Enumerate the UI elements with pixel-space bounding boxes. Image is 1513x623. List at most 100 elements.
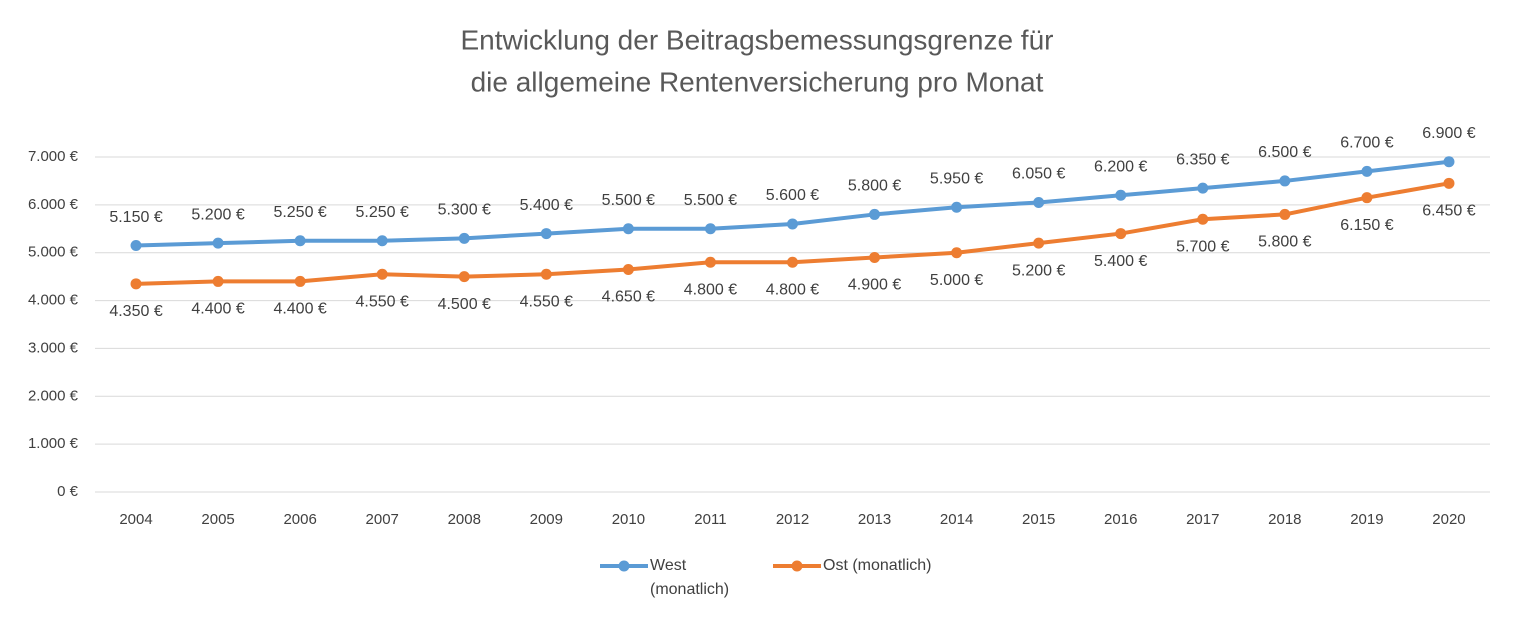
data-point <box>212 275 224 287</box>
x-tick-label: 2012 <box>776 511 809 528</box>
data-label: 6.500 € <box>1258 144 1311 161</box>
data-point <box>704 256 716 268</box>
data-point <box>1279 208 1291 220</box>
x-tick-label: 2008 <box>448 511 481 528</box>
legend-marker <box>791 560 803 572</box>
data-label: 5.500 € <box>684 192 737 209</box>
data-label: 6.700 € <box>1340 135 1393 152</box>
data-label: 5.000 € <box>930 272 983 289</box>
x-tick-label: 2005 <box>201 511 234 528</box>
x-tick-label: 2006 <box>283 511 316 528</box>
y-tick-label: 5.000 € <box>28 244 79 261</box>
data-point <box>622 263 634 275</box>
data-point <box>704 223 716 235</box>
data-point <box>1443 156 1455 168</box>
data-point <box>1443 177 1455 189</box>
x-tick-label: 2017 <box>1186 511 1219 528</box>
data-label: 6.350 € <box>1176 151 1229 168</box>
data-point <box>787 218 798 230</box>
data-label: 5.250 € <box>273 204 326 221</box>
data-point <box>130 240 142 252</box>
data-label: 6.050 € <box>1012 166 1065 183</box>
data-label: 4.500 € <box>438 296 491 313</box>
x-tick-label: 2016 <box>1104 511 1137 528</box>
data-label: 5.200 € <box>1012 262 1065 279</box>
data-label: 5.500 € <box>602 192 655 209</box>
data-point <box>294 275 306 287</box>
data-label: 5.950 € <box>930 170 983 187</box>
data-label: 6.450 € <box>1422 203 1475 220</box>
y-tick-label: 1.000 € <box>28 435 79 452</box>
x-tick-label: 2018 <box>1268 511 1301 528</box>
chart-title: Entwicklung der Beitragsbemessungsgrenze… <box>461 24 1054 55</box>
data-point <box>1279 175 1291 187</box>
data-point <box>1115 189 1127 201</box>
data-label: 5.600 € <box>766 187 819 204</box>
legend-label: Ost (monatlich) <box>823 557 932 574</box>
x-tick-label: 2013 <box>858 511 891 528</box>
data-point <box>376 235 388 247</box>
data-point <box>294 235 306 247</box>
data-point <box>458 271 470 283</box>
data-label: 5.400 € <box>1094 253 1147 270</box>
x-tick-label: 2019 <box>1350 511 1383 528</box>
y-tick-label: 6.000 € <box>28 196 79 213</box>
data-label: 5.800 € <box>848 178 901 195</box>
y-tick-label: 4.000 € <box>28 292 79 309</box>
y-tick-label: 0 € <box>57 483 79 500</box>
data-label: 5.400 € <box>520 197 573 214</box>
data-point <box>540 268 552 280</box>
x-tick-label: 2009 <box>530 511 563 528</box>
chart-title: die allgemeine Rentenversicherung pro Mo… <box>471 66 1044 97</box>
data-label: 5.200 € <box>191 206 244 223</box>
data-label: 4.350 € <box>109 303 162 320</box>
data-point <box>622 223 634 235</box>
y-tick-label: 3.000 € <box>28 339 79 356</box>
data-label: 6.200 € <box>1094 159 1147 176</box>
x-tick-label: 2010 <box>612 511 645 528</box>
legend-marker <box>618 560 630 572</box>
data-label: 4.800 € <box>766 282 819 299</box>
data-point <box>1197 213 1209 225</box>
data-label: 5.300 € <box>438 202 491 219</box>
data-label: 4.800 € <box>684 282 737 299</box>
data-point <box>869 208 881 220</box>
data-point <box>1361 165 1373 177</box>
data-point <box>1115 228 1127 240</box>
data-point <box>869 252 881 263</box>
data-point <box>130 278 142 290</box>
data-point <box>951 201 963 213</box>
data-label: 5.700 € <box>1176 238 1229 255</box>
data-point <box>787 256 798 268</box>
data-label: 4.650 € <box>602 289 655 306</box>
data-label: 4.400 € <box>273 301 326 318</box>
data-label: 6.150 € <box>1340 217 1393 234</box>
legend-label: West (monatlich) <box>650 557 730 598</box>
data-point <box>1033 196 1045 208</box>
data-label: 5.250 € <box>356 204 409 221</box>
data-point <box>458 232 470 244</box>
data-label: 6.900 € <box>1422 125 1475 142</box>
data-label: 4.400 € <box>191 301 244 318</box>
data-point <box>212 237 224 249</box>
x-tick-label: 2007 <box>366 511 399 528</box>
data-label: 4.550 € <box>520 293 573 310</box>
data-label: 5.800 € <box>1258 234 1311 251</box>
data-point <box>1197 182 1209 194</box>
data-label: 5.150 € <box>109 209 162 226</box>
data-point <box>1033 237 1045 249</box>
data-point <box>1361 192 1373 204</box>
data-point <box>951 247 963 259</box>
data-point <box>540 228 552 240</box>
x-tick-label: 2015 <box>1022 511 1055 528</box>
data-label: 4.550 € <box>356 293 409 310</box>
x-tick-label: 2011 <box>694 511 726 528</box>
x-tick-label: 2014 <box>940 511 973 528</box>
y-tick-label: 7.000 € <box>28 148 79 165</box>
y-tick-label: 2.000 € <box>28 387 79 404</box>
x-tick-label: 2004 <box>119 511 152 528</box>
x-tick-label: 2020 <box>1432 511 1465 528</box>
data-point <box>376 268 388 280</box>
